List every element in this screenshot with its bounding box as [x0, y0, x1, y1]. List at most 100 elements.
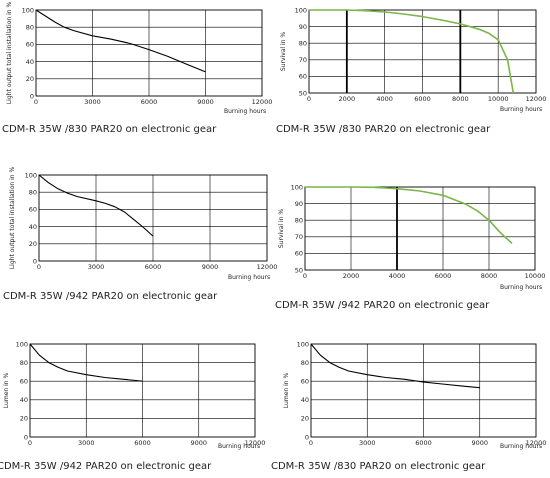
x-tick-label: 4000 — [376, 95, 393, 103]
x-axis-title: Burning hours — [224, 108, 266, 115]
chart-3: 0 3000 6000 9000 12000 0 20 40 60 80 100 Light outp… — [3, 167, 277, 302]
x-tick-label: 12000 — [526, 95, 547, 103]
y-tick-label: 80 — [295, 217, 303, 225]
x-tick-label: 12000 — [526, 439, 547, 447]
chart-2: 0 2000 4000 6000 8000 10000 12000 50 60 70 80 90 100… — [276, 6, 546, 135]
y-tick-label: 0 — [305, 433, 309, 441]
series-line — [310, 343, 480, 389]
y-tick-label: 60 — [20, 378, 28, 386]
chart-5: 0 3000 6000 9000 12000 0 20 40 60 80 100 Lumen in %… — [0, 340, 265, 472]
y-tick-label: 20 — [20, 415, 28, 423]
x-tick-label: 4000 — [389, 272, 406, 280]
y-tick-label: 60 — [29, 206, 37, 214]
y-tick-label: 60 — [295, 250, 303, 258]
chart-caption: CDM-R 35W /830 PAR20 on electronic gear — [276, 124, 491, 135]
x-axis-title: Burning hours — [218, 443, 260, 450]
x-tick-label: 0 — [303, 272, 307, 280]
y-tick-label: 40 — [29, 223, 37, 231]
y-tick-label: 0 — [30, 92, 34, 100]
series-line — [305, 186, 513, 244]
x-tick-label: 9000 — [197, 98, 214, 106]
x-tick-label: 9000 — [471, 439, 488, 447]
x-tick-label: 9000 — [202, 263, 219, 271]
y-tick-label: 50 — [299, 89, 307, 97]
y-tick-label: 50 — [295, 266, 303, 274]
x-tick-label: 10000 — [525, 272, 546, 280]
x-tick-label: 8000 — [452, 95, 469, 103]
x-tick-label: 0 — [307, 95, 311, 103]
y-axis-title: Light output total installation in % — [6, 2, 13, 105]
x-tick-label: 2000 — [343, 272, 360, 280]
x-tick-label: 3000 — [88, 263, 105, 271]
chart-caption: CDM-R 35W /942 PAR20 on electronic gear — [0, 461, 212, 472]
y-tick-label: 0 — [33, 257, 37, 265]
y-tick-label: 40 — [20, 396, 28, 404]
chart-caption: CDM-R 35W /942 PAR20 on electronic gear — [3, 291, 218, 302]
y-tick-label: 80 — [26, 24, 34, 32]
y-axis-title: Survival in % — [278, 209, 285, 248]
chart-4: 0 2000 4000 6000 8000 10000 50 60 70 80 90 100 Survi… — [275, 183, 545, 311]
y-tick-label: 20 — [29, 240, 37, 248]
x-axis-title: Burning hours — [500, 106, 542, 113]
y-tick-label: 80 — [20, 359, 28, 367]
y-tick-label: 100 — [295, 6, 307, 14]
x-tick-label: 6000 — [415, 439, 432, 447]
chart-caption: CDM-R 35W /830 PAR20 on electronic gear — [2, 124, 217, 135]
y-tick-label: 80 — [299, 40, 307, 48]
y-tick-label: 90 — [295, 200, 303, 208]
x-tick-label: 9000 — [190, 439, 207, 447]
chart-6: 0 3000 6000 9000 12000 0 20 40 60 80 100 Lumen in %… — [271, 340, 546, 472]
x-tick-label: 6000 — [134, 439, 151, 447]
y-axis-title: Survival in % — [280, 32, 287, 71]
x-tick-label: 12000 — [257, 263, 278, 271]
y-tick-label: 60 — [299, 73, 307, 81]
x-axis-title: Burning hours — [228, 274, 270, 281]
chart-1: 0 3000 6000 9000 12000 0 20 40 60 80 100 Light outp… — [2, 2, 272, 135]
x-tick-label: 12000 — [245, 439, 266, 447]
y-tick-label: 90 — [299, 23, 307, 31]
chart-caption: CDM-R 35W /942 PAR20 on electronic gear — [275, 300, 490, 311]
x-tick-label: 3000 — [359, 439, 376, 447]
x-tick-label: 6000 — [141, 98, 158, 106]
y-axis-title: Lumen in % — [3, 373, 10, 409]
x-axis-title: Burning hours — [500, 443, 542, 450]
series-line — [29, 343, 143, 382]
series-line — [38, 174, 154, 237]
y-tick-label: 100 — [16, 340, 28, 348]
x-tick-label: 3000 — [84, 98, 101, 106]
plot-frame — [304, 186, 536, 271]
y-tick-label: 40 — [26, 58, 34, 66]
x-tick-label: 0 — [309, 439, 313, 447]
y-axis-title: Light output total installation in % — [9, 167, 16, 270]
x-tick-label: 2000 — [339, 95, 356, 103]
x-tick-label: 12000 — [252, 98, 273, 106]
x-tick-label: 3000 — [78, 439, 95, 447]
series-line — [35, 9, 206, 73]
x-axis-title: Burning hours — [500, 284, 542, 291]
y-tick-label: 70 — [299, 56, 307, 64]
y-tick-label: 60 — [26, 41, 34, 49]
y-tick-label: 20 — [301, 415, 309, 423]
y-tick-label: 80 — [29, 189, 37, 197]
y-tick-label: 80 — [301, 359, 309, 367]
x-tick-label: 6000 — [145, 263, 162, 271]
y-tick-label: 70 — [295, 233, 303, 241]
x-tick-label: 0 — [37, 263, 41, 271]
y-axis-title: Lumen in % — [283, 373, 290, 409]
x-tick-label: 0 — [34, 98, 38, 106]
y-tick-label: 100 — [291, 183, 303, 191]
y-tick-label: 60 — [301, 378, 309, 386]
y-tick-label: 40 — [301, 396, 309, 404]
y-tick-label: 100 — [25, 171, 37, 179]
y-tick-label: 100 — [22, 6, 34, 14]
chart-caption: CDM-R 35W /830 PAR20 on electronic gear — [271, 461, 486, 472]
x-tick-label: 6000 — [435, 272, 452, 280]
y-tick-label: 100 — [297, 340, 309, 348]
x-tick-label: 6000 — [414, 95, 431, 103]
x-tick-label: 8000 — [481, 272, 498, 280]
y-tick-label: 0 — [24, 433, 28, 441]
x-tick-label: 10000 — [488, 95, 509, 103]
x-tick-label: 0 — [28, 439, 32, 447]
y-tick-label: 20 — [26, 75, 34, 83]
